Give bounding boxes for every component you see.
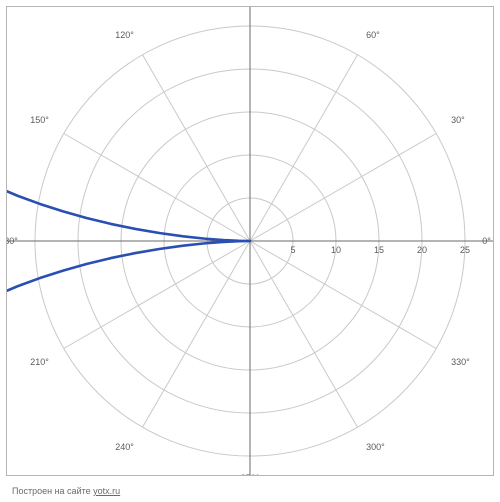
angle-label: 330° (451, 357, 470, 367)
credit-line: Построен на сайте yotx.ru (12, 486, 120, 496)
credit-prefix: Построен на сайте (12, 486, 93, 496)
angle-label: 60° (366, 30, 380, 40)
angle-label: 210° (30, 357, 49, 367)
polar-chart: 5 10 15 20 25 0° 30° 60° 90° 120° 150° 180° 210° 240°… (0, 0, 500, 502)
r-tick-label: 25 (460, 245, 470, 255)
angle-label: 270° (241, 473, 260, 483)
angle-label: 240° (115, 442, 134, 452)
radial-gridline (143, 241, 251, 427)
r-tick-label: 10 (331, 245, 341, 255)
angle-label: 30° (451, 115, 465, 125)
angle-label: 180° (0, 236, 18, 246)
radial-gridline (143, 55, 251, 241)
radial-gridline (64, 134, 250, 242)
r-tick-label: 15 (374, 245, 384, 255)
credit-link[interactable]: yotx.ru (93, 486, 120, 496)
angle-label: 90° (243, 0, 257, 9)
angle-label: 0° (482, 236, 491, 246)
radial-gridline (250, 241, 436, 349)
radial-gridline (250, 55, 358, 241)
radial-gridline (250, 241, 358, 427)
r-tick-label: 20 (417, 245, 427, 255)
angle-label: 120° (115, 30, 134, 40)
radial-gridline (250, 134, 436, 242)
r-tick-label: 5 (290, 245, 295, 255)
radial-gridline (64, 241, 250, 349)
angle-label: 300° (366, 442, 385, 452)
angle-label: 150° (30, 115, 49, 125)
